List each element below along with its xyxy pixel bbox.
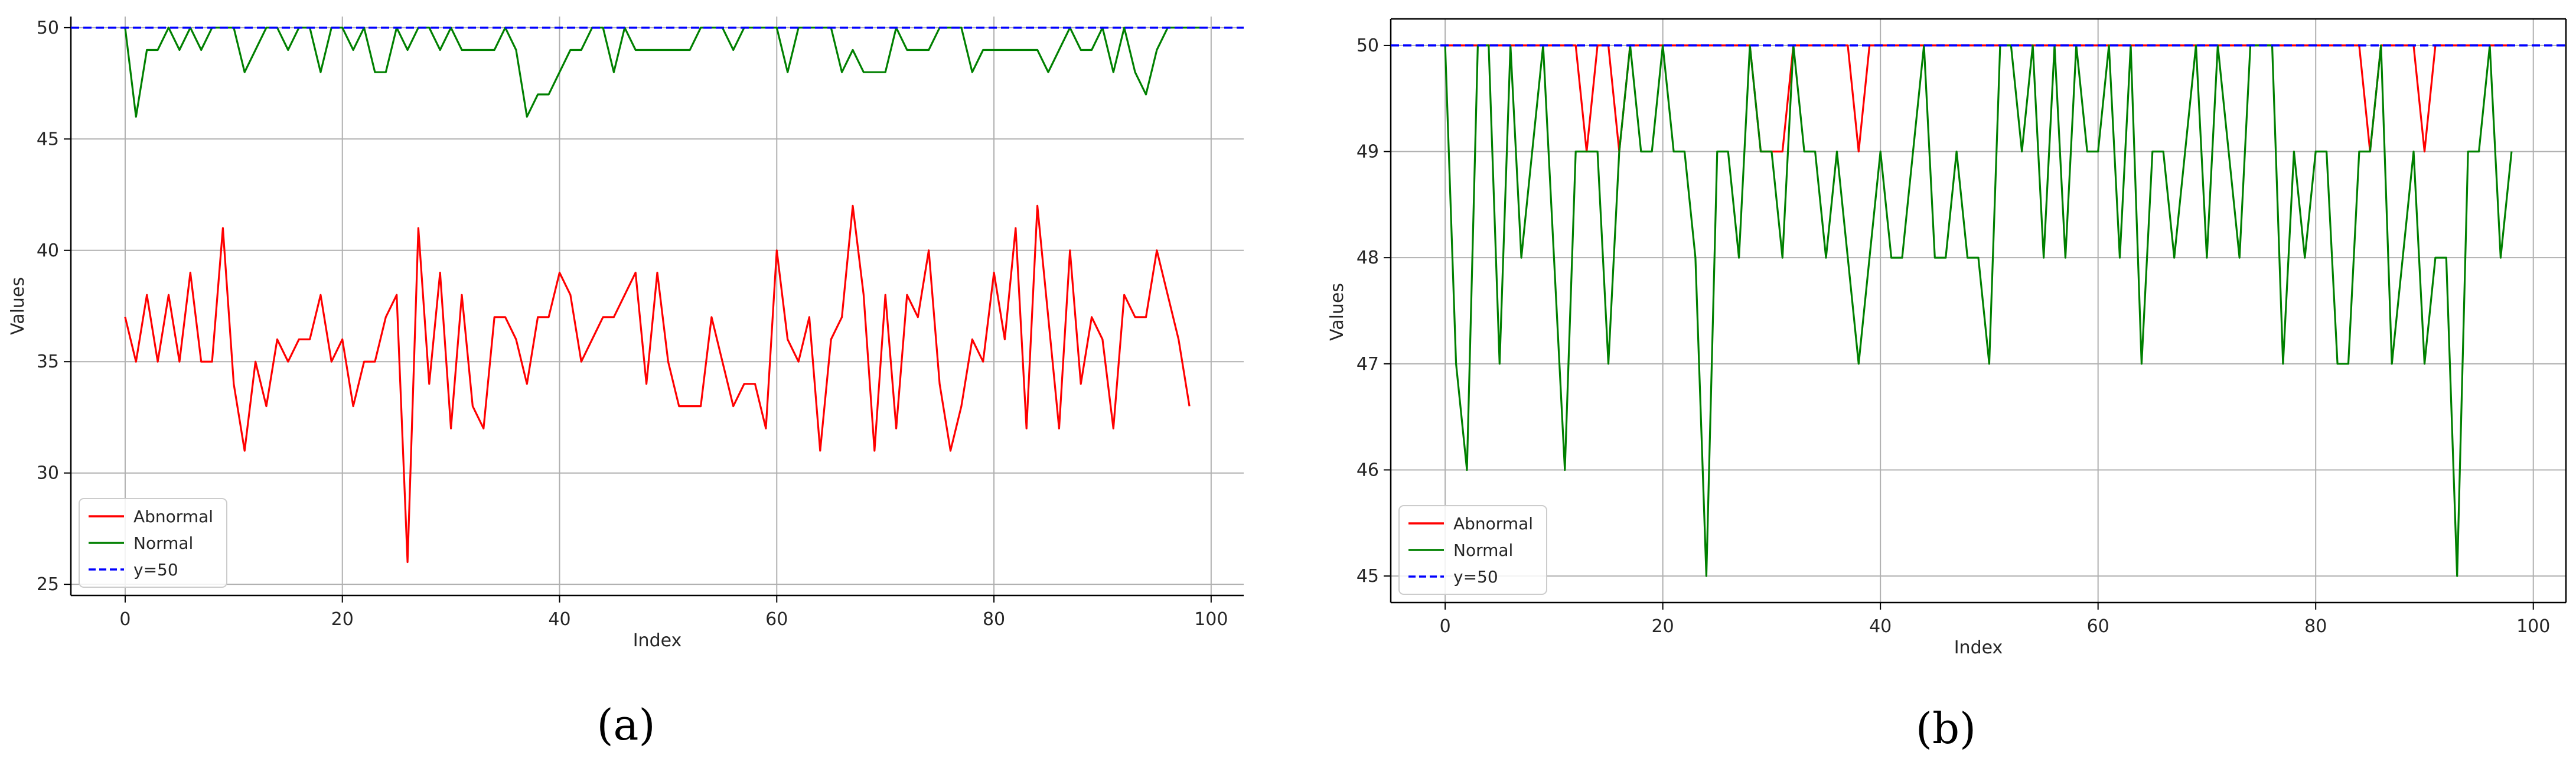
y-tick-label: 25 [37,574,59,595]
legend-box [1398,505,1547,595]
legend-label: y=50 [1453,567,1498,587]
x-tick-label: 100 [2516,616,2550,637]
lines-b [1391,44,2566,577]
y-tick-label: 49 [1357,142,1379,162]
lines-a [71,27,1244,564]
legend-label: Abnormal [1453,514,1533,533]
y-tick-label: 47 [1357,354,1379,375]
y-axis-label-b: Values [1327,283,1348,341]
panel-b: 0 20 40 60 80 100 45 46 47 48 49 50 Index Values Ab… [1327,18,2567,753]
legend-label: Normal [133,533,193,553]
x-tick-label: 60 [2087,616,2109,637]
y-axis-label-a: Values [8,277,28,335]
x-tick-label: 20 [1652,616,1674,637]
plot-area-b [1391,19,2566,603]
x-tick-label: 0 [1440,616,1451,637]
axes-a [70,17,1244,597]
legend-label: Abnormal [133,507,213,526]
plot-area-a [71,17,1244,595]
ticks-a: 0 20 40 60 80 100 25 30 35 40 45 50 [37,18,1228,630]
series-line-normal [124,27,1201,118]
x-tick-label: 80 [2304,616,2327,637]
y-tick-label: 35 [37,351,59,372]
caption-a: (a) [596,700,655,750]
x-tick-label: 60 [765,609,788,630]
y-tick-label: 30 [37,463,59,484]
x-tick-label: 100 [1194,609,1228,630]
series-line-abnormal [124,204,1191,564]
legend-b: Abnormal Normal y=50 [1398,505,1547,595]
x-axis-label-b: Index [1954,637,2003,658]
y-tick-label: 50 [1357,35,1379,56]
legend-box [79,498,227,588]
x-tick-label: 80 [983,609,1005,630]
caption-b: (b) [1916,704,1976,753]
x-axis-label-a: Index [633,630,682,651]
legend-a: Abnormal Normal y=50 [79,498,227,588]
x-tick-label: 40 [548,609,570,630]
x-tick-label: 20 [331,609,354,630]
y-tick-label: 45 [1357,566,1379,587]
x-tick-label: 0 [119,609,131,630]
legend-label: Normal [1453,541,1513,560]
axes-b [1390,18,2567,604]
y-tick-label: 50 [37,18,59,38]
x-tick-label: 40 [1869,616,1892,637]
ticks-b: 0 20 40 60 80 100 45 46 47 48 49 50 [1357,35,2551,637]
legend-label: y=50 [133,560,178,580]
y-tick-label: 48 [1357,248,1379,268]
y-tick-label: 45 [37,129,59,149]
y-tick-label: 40 [37,240,59,261]
series-line-normal [1444,44,2513,577]
panel-a: 0 20 40 60 80 100 25 30 35 40 45 50 Index Values Ab… [8,17,1244,750]
y-tick-label: 46 [1357,460,1379,480]
